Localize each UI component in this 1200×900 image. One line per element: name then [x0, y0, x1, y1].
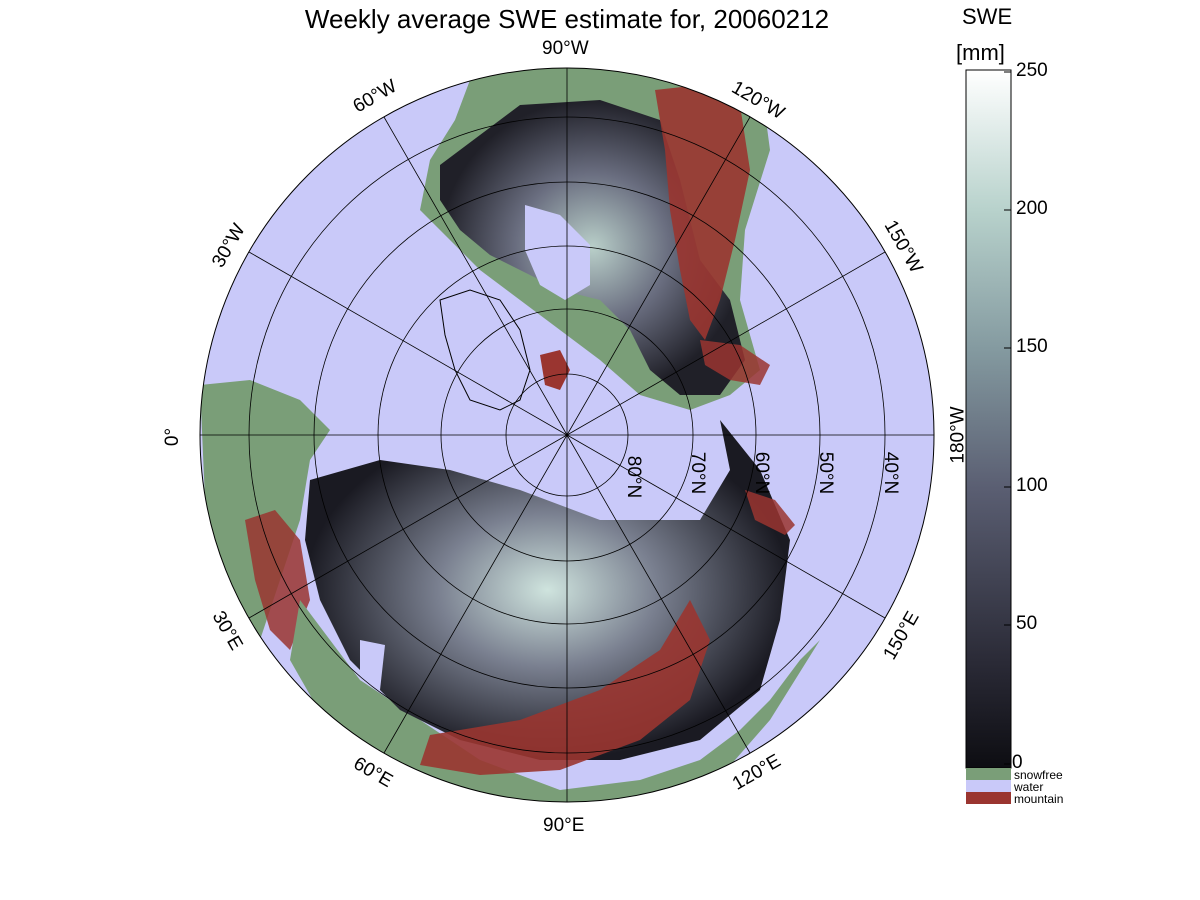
colorbar-tick-200: 200 — [1016, 198, 1048, 219]
graticule — [200, 68, 934, 802]
figure-title: Weekly average SWE estimate for, 2006021… — [304, 4, 830, 34]
colorbar-tick-0: 0 — [1012, 752, 1023, 773]
legend-label-mountain: mountain — [1014, 792, 1064, 806]
caspian-water — [360, 640, 385, 690]
alaska-mountain — [700, 340, 770, 385]
legend-label-snowfree: snowfree — [1014, 768, 1063, 782]
europe-mountain — [245, 510, 310, 650]
lat-label-60n: 60°N — [751, 451, 773, 495]
hudson-bay — [525, 205, 590, 300]
colorbar-tick-100: 100 — [1016, 475, 1048, 496]
colorbar-title: SWE — [962, 4, 1013, 29]
legend-swatch-snowfree — [966, 768, 1011, 780]
lon-label-0: 0° — [162, 427, 184, 447]
lat-label-80n: 80°N — [623, 455, 645, 499]
legend-swatch-water — [966, 780, 1011, 792]
colorbar-ticks — [1004, 71, 1011, 765]
rockies-mountain — [655, 85, 750, 340]
greenland-outline — [439, 289, 531, 411]
lon-label-90e: 90°E — [543, 815, 585, 836]
lon-label-90w: 90°W — [542, 38, 589, 59]
europe-snowfree — [200, 380, 330, 640]
lat-label-70n: 70°N — [687, 451, 709, 495]
lon-label-180w: 180°W — [947, 406, 969, 464]
map-boundary — [199, 67, 935, 803]
kamchatka-mountain — [745, 490, 795, 535]
arctic-islands-mountain — [540, 350, 570, 390]
colorbar-tick-50: 50 — [1016, 613, 1038, 634]
legend-swatch-mountain — [966, 792, 1011, 804]
colorbar-tick-150: 150 — [1016, 336, 1048, 357]
asia-mountain — [420, 600, 710, 775]
legend-label-water: water — [1014, 780, 1044, 794]
lat-label-40n: 40°N — [880, 451, 902, 495]
colorbar-tick-250: 250 — [1016, 60, 1048, 81]
colorbar-unit: [mm] — [956, 40, 1005, 65]
lat-label-50n: 50°N — [815, 451, 837, 495]
colorbar-gradient — [965, 69, 1012, 769]
